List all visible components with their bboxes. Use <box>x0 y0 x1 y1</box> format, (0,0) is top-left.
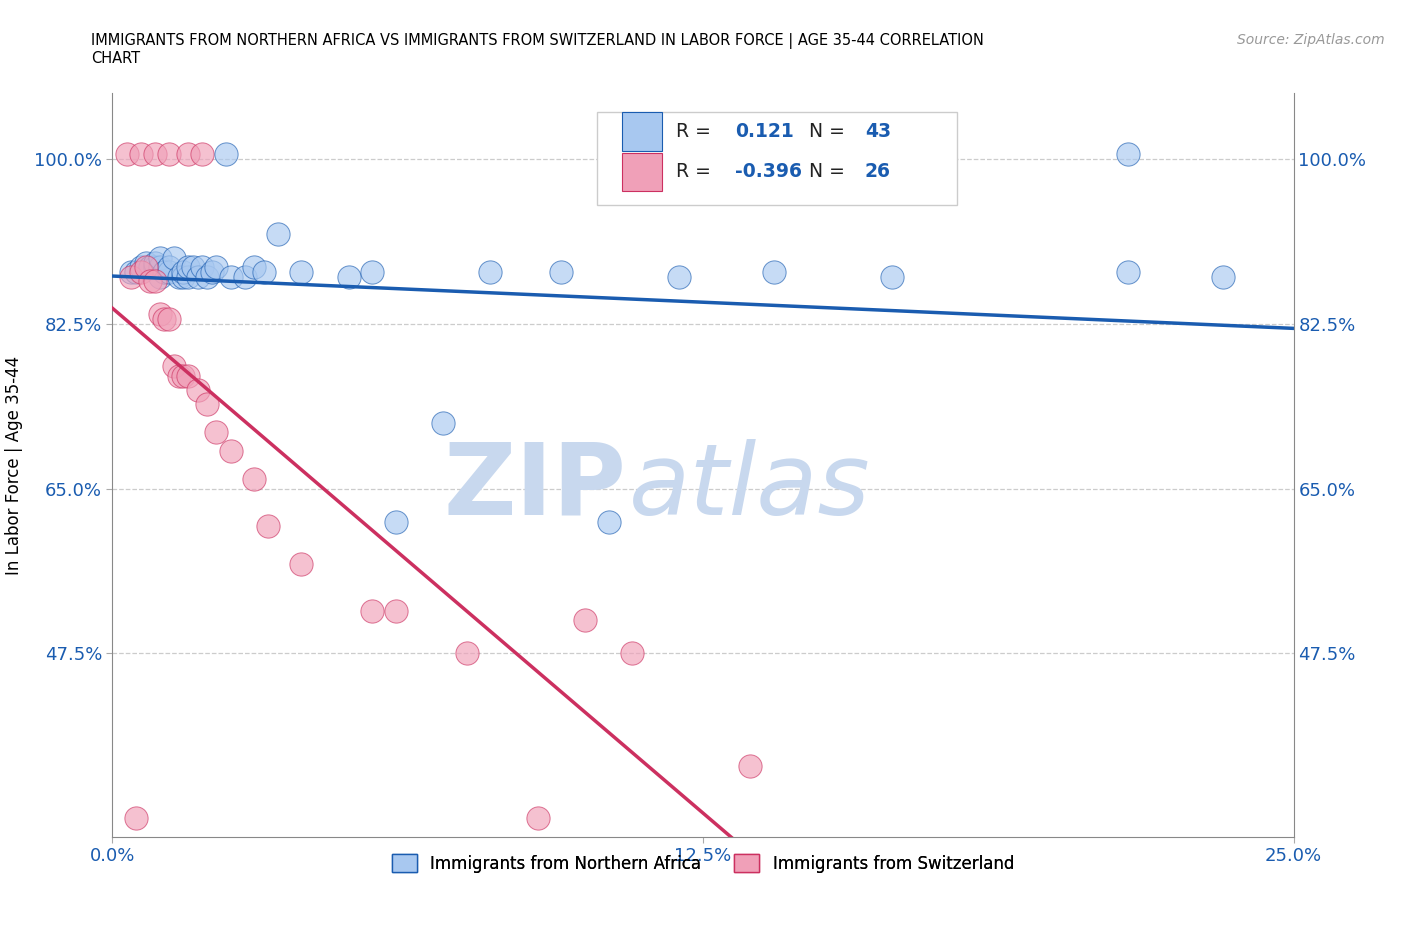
Point <box>215 147 238 162</box>
Point <box>257 519 280 534</box>
Point <box>129 147 152 162</box>
Point <box>143 274 166 289</box>
Point <box>181 259 204 274</box>
Point <box>598 514 620 529</box>
Point <box>195 396 218 411</box>
Point <box>115 147 138 162</box>
Point <box>233 269 256 284</box>
Text: CHART: CHART <box>91 51 141 66</box>
Point <box>361 604 384 618</box>
Point <box>186 382 208 397</box>
Point <box>385 604 408 618</box>
Point <box>201 264 224 279</box>
Point <box>157 147 180 162</box>
Text: 43: 43 <box>865 122 891 141</box>
Legend: Immigrants from Northern Africa, Immigrants from Switzerland: Immigrants from Northern Africa, Immigra… <box>385 848 1021 879</box>
FancyBboxPatch shape <box>621 153 662 192</box>
Text: ZIP: ZIP <box>443 439 626 536</box>
Point <box>740 759 762 774</box>
Point <box>172 264 194 279</box>
Point <box>143 255 166 270</box>
Point <box>125 264 148 279</box>
Point <box>125 811 148 826</box>
Text: 0.121: 0.121 <box>735 122 793 141</box>
Point <box>243 472 266 486</box>
Point <box>432 415 454 430</box>
Point <box>195 269 218 284</box>
Text: atlas: atlas <box>628 439 870 536</box>
Point <box>1116 147 1139 162</box>
Point <box>143 147 166 162</box>
Point <box>167 368 190 383</box>
Point <box>361 264 384 279</box>
Point <box>253 264 276 279</box>
Point <box>177 368 200 383</box>
Point <box>219 444 242 458</box>
Point <box>143 259 166 274</box>
Point <box>177 259 200 274</box>
Point <box>139 259 162 274</box>
Point <box>120 264 142 279</box>
Y-axis label: In Labor Force | Age 35-44: In Labor Force | Age 35-44 <box>6 355 22 575</box>
Point <box>668 269 690 284</box>
Text: 26: 26 <box>865 163 891 181</box>
Point <box>762 264 785 279</box>
Point <box>149 269 172 284</box>
Text: Source: ZipAtlas.com: Source: ZipAtlas.com <box>1237 33 1385 46</box>
Text: N =: N = <box>810 122 845 141</box>
Point <box>385 514 408 529</box>
Text: R =: R = <box>676 122 710 141</box>
Point <box>337 269 360 284</box>
Point <box>167 269 190 284</box>
Point <box>129 259 152 274</box>
Point <box>163 359 186 374</box>
Point <box>157 259 180 274</box>
Point <box>290 264 312 279</box>
Point <box>157 264 180 279</box>
Point <box>243 259 266 274</box>
Text: N =: N = <box>810 163 845 181</box>
Point <box>149 259 172 274</box>
FancyBboxPatch shape <box>621 113 662 151</box>
Point <box>177 147 200 162</box>
Point <box>172 368 194 383</box>
Point <box>172 269 194 284</box>
Point <box>129 264 152 279</box>
Point <box>153 312 176 326</box>
Point <box>177 269 200 284</box>
Point <box>135 255 157 270</box>
Point <box>479 264 502 279</box>
Point <box>153 264 176 279</box>
Point <box>456 646 478 661</box>
Point <box>526 811 548 826</box>
Point <box>205 259 228 274</box>
Text: -0.396: -0.396 <box>735 163 801 181</box>
Text: R =: R = <box>676 163 710 181</box>
Point <box>267 227 290 242</box>
Point <box>135 259 157 274</box>
Point <box>1116 264 1139 279</box>
Point <box>186 269 208 284</box>
Point <box>290 556 312 571</box>
Point <box>621 646 644 661</box>
Point <box>149 307 172 322</box>
Point <box>219 269 242 284</box>
Point <box>191 147 214 162</box>
Text: IMMIGRANTS FROM NORTHERN AFRICA VS IMMIGRANTS FROM SWITZERLAND IN LABOR FORCE | : IMMIGRANTS FROM NORTHERN AFRICA VS IMMIG… <box>91 33 984 48</box>
Point <box>149 250 172 265</box>
Point <box>880 269 903 284</box>
Point <box>191 259 214 274</box>
Point <box>120 269 142 284</box>
Point <box>1212 269 1234 284</box>
Point <box>157 312 180 326</box>
Point <box>574 613 596 628</box>
Point <box>139 274 162 289</box>
FancyBboxPatch shape <box>596 112 957 205</box>
Point <box>205 425 228 440</box>
Point <box>163 250 186 265</box>
Point <box>550 264 572 279</box>
